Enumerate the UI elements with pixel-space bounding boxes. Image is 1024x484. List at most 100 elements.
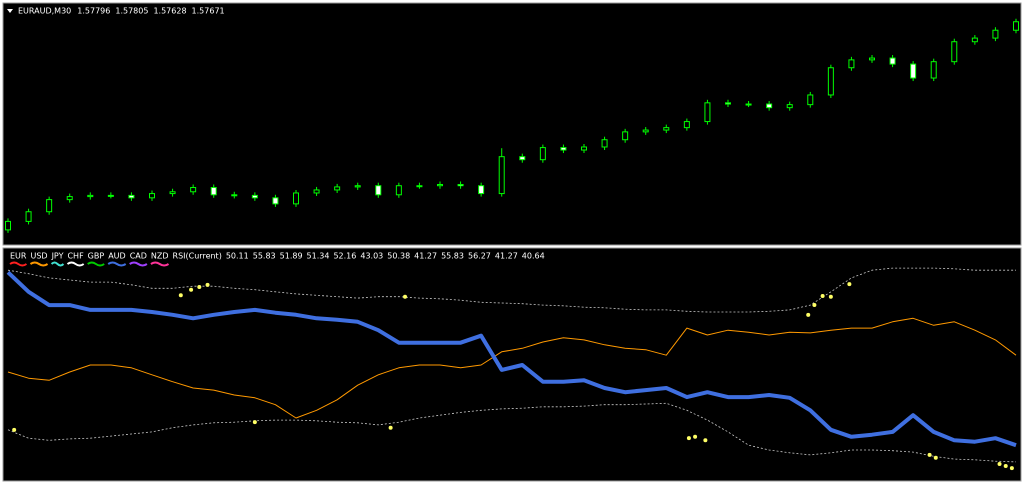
candle-body bbox=[498, 156, 505, 195]
candle-body bbox=[683, 121, 690, 129]
legend-swatch bbox=[29, 261, 49, 267]
candle-body bbox=[560, 147, 567, 151]
candle-body bbox=[128, 194, 135, 199]
candle-body bbox=[149, 193, 155, 199]
price-layer bbox=[5, 18, 1019, 233]
candle-body bbox=[416, 185, 423, 188]
signal-dot bbox=[927, 452, 932, 457]
signal-dot bbox=[820, 294, 825, 298]
signal-dot bbox=[12, 427, 17, 432]
indicator-value: 51.34 bbox=[307, 252, 330, 261]
legend-swatch bbox=[50, 261, 65, 267]
signal-dot bbox=[252, 420, 257, 425]
candle-body bbox=[971, 37, 978, 43]
candle-body bbox=[437, 184, 443, 187]
candle-body bbox=[25, 211, 32, 222]
legend-label: AUD bbox=[108, 252, 126, 261]
signal-dot bbox=[189, 287, 194, 292]
candle-body bbox=[46, 199, 53, 213]
ohlc-value: 1.57628 bbox=[153, 7, 186, 16]
upper-band bbox=[7, 267, 1016, 313]
legend-label: GBP bbox=[88, 252, 105, 261]
candle-body bbox=[642, 129, 649, 133]
candle-body bbox=[313, 189, 320, 194]
legend-label: EUR bbox=[10, 252, 27, 261]
candle-body bbox=[66, 196, 73, 201]
candle-body bbox=[704, 102, 711, 123]
indicator-value: 55.83 bbox=[253, 252, 276, 261]
legend-label: JPY bbox=[51, 252, 64, 261]
legend-label: NZD bbox=[151, 252, 169, 261]
signal-dot bbox=[997, 461, 1002, 466]
price-pane bbox=[2, 2, 1022, 246]
signal-dot bbox=[686, 436, 691, 441]
signal-dot bbox=[403, 294, 408, 299]
ohlc-value: 1.57805 bbox=[115, 7, 148, 16]
symbol-title: EURAUD,M30 bbox=[18, 7, 71, 16]
candle-body bbox=[190, 187, 197, 193]
candle-body bbox=[1013, 21, 1019, 31]
candle-body bbox=[272, 197, 279, 205]
candle-body bbox=[375, 185, 382, 196]
candle-body bbox=[601, 139, 608, 148]
candle-body bbox=[539, 147, 546, 161]
legend-swatch bbox=[9, 261, 28, 267]
indicator-value: 55.83 bbox=[441, 252, 464, 261]
candle-body bbox=[745, 103, 752, 106]
legend-label: CHF bbox=[67, 252, 84, 261]
indicator-value: 50.38 bbox=[387, 252, 410, 261]
indicator-layer bbox=[6, 267, 1017, 471]
candle-body bbox=[334, 186, 341, 191]
ohlc-value: 1.57671 bbox=[192, 7, 225, 16]
candle-body bbox=[354, 185, 361, 188]
legend-swatch bbox=[150, 261, 170, 267]
indicator-pane bbox=[2, 247, 1022, 482]
indicator-value: 56.27 bbox=[468, 252, 491, 261]
symbol-menu-arrow[interactable] bbox=[7, 9, 13, 13]
signal-dot bbox=[828, 294, 833, 299]
indicator-value: 43.03 bbox=[360, 252, 383, 261]
indicator-value: 52.16 bbox=[333, 252, 356, 261]
candle-body bbox=[786, 104, 793, 109]
candle-body bbox=[807, 94, 814, 106]
candle-body bbox=[457, 184, 464, 187]
signal-dot bbox=[178, 293, 183, 298]
signal-dot bbox=[933, 455, 938, 460]
candle-body bbox=[889, 57, 896, 65]
candle-body bbox=[395, 185, 402, 196]
candle-body bbox=[210, 187, 217, 196]
signal-dot bbox=[1003, 464, 1008, 469]
lower-band bbox=[7, 402, 1017, 463]
legend-label: CAD bbox=[130, 252, 147, 261]
indicator-label: RSI(Current) bbox=[173, 252, 222, 261]
indicator-value: 51.89 bbox=[280, 252, 303, 261]
candle-body bbox=[581, 146, 587, 151]
candle-body bbox=[478, 185, 485, 195]
legend-swatch bbox=[107, 261, 127, 267]
candle-body bbox=[231, 194, 238, 197]
candle-body bbox=[251, 194, 258, 199]
candle-body bbox=[293, 192, 299, 205]
legend-swatch bbox=[66, 261, 85, 267]
ohlc-value: 1.57796 bbox=[77, 7, 110, 16]
candle-body bbox=[87, 194, 94, 198]
candle-body bbox=[725, 102, 731, 105]
candle-body bbox=[869, 57, 875, 61]
legend-swatch bbox=[87, 261, 105, 267]
candle-body bbox=[992, 29, 999, 39]
currency-line bbox=[6, 270, 1017, 448]
candle-body bbox=[766, 103, 773, 109]
signal-dot bbox=[693, 434, 698, 439]
indicator-value: 41.27 bbox=[414, 252, 437, 261]
candle-body bbox=[848, 59, 855, 69]
candle-body bbox=[169, 191, 176, 195]
indicator-value: 40.64 bbox=[522, 252, 545, 261]
signal-dot bbox=[812, 303, 817, 308]
legend-label: USD bbox=[30, 252, 47, 261]
candle-body bbox=[910, 63, 917, 79]
signal-dot bbox=[806, 312, 811, 317]
signal-dot bbox=[197, 284, 202, 289]
candle-body bbox=[827, 67, 834, 96]
